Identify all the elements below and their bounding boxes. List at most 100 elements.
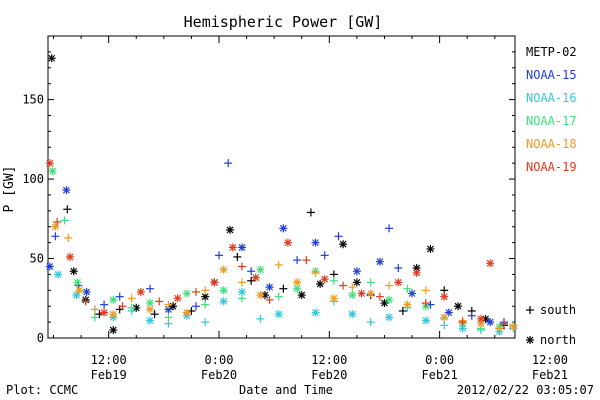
point-3-13 <box>274 292 283 301</box>
point-5-16 <box>302 256 311 265</box>
point-2-11 <box>256 314 265 323</box>
point-0-23 <box>352 278 361 287</box>
x-tick-label-1: 0:00 <box>205 353 234 367</box>
point-1-23 <box>394 264 403 273</box>
point-4-19 <box>385 281 394 290</box>
point-5-5 <box>118 302 127 311</box>
point-0-26 <box>398 306 407 315</box>
point-5-23 <box>421 299 430 308</box>
point-1-20 <box>352 267 361 276</box>
point-5-28 <box>499 319 508 328</box>
point-5-8 <box>173 294 182 303</box>
point-5-19 <box>357 289 366 298</box>
point-3-11 <box>237 294 246 303</box>
y-axis-label: P [GW] <box>2 166 17 213</box>
point-3-7 <box>164 313 173 322</box>
y-tick-label-1: 50 <box>30 252 44 266</box>
point-1-11 <box>224 159 233 168</box>
legend-item-3: NOAA-17 <box>526 114 577 128</box>
point-1-10 <box>214 251 223 260</box>
y-tick-label-0: 0 <box>37 331 44 345</box>
point-3-2 <box>73 278 82 287</box>
point-4-2 <box>75 286 84 295</box>
point-0-30 <box>454 302 463 311</box>
point-4-6 <box>146 305 155 314</box>
series-legend: METP-02 NOAA-15 NOAA-16 NOAA-17 NOAA-18 NOAA-… <box>526 45 577 174</box>
point-4-26 <box>509 322 518 331</box>
point-1-21 <box>375 257 384 266</box>
plot-frame <box>47 35 516 339</box>
point-1-4 <box>82 287 91 296</box>
x-tick-date-4: Feb21 <box>532 368 568 382</box>
point-5-15 <box>283 238 292 247</box>
point-5-9 <box>192 287 201 296</box>
point-0-2 <box>69 267 78 276</box>
point-5-6 <box>136 287 145 296</box>
point-4-10 <box>219 265 228 274</box>
point-5-3 <box>81 297 90 306</box>
point-0-28 <box>426 244 435 253</box>
symbol-legend: south north <box>526 303 576 347</box>
point-0-13 <box>226 225 235 234</box>
point-2-16 <box>348 310 357 319</box>
point-0-14 <box>233 252 242 261</box>
point-4-4 <box>109 310 118 319</box>
point-1-13 <box>247 267 256 276</box>
point-5-1 <box>53 217 62 226</box>
point-4-11 <box>237 278 246 287</box>
point-2-12 <box>274 310 283 319</box>
point-2-14 <box>311 308 320 317</box>
point-5-21 <box>394 278 403 287</box>
point-0-5 <box>109 326 118 335</box>
point-1-28 <box>486 318 495 327</box>
point-2-0 <box>54 270 63 279</box>
point-1-22 <box>385 224 394 233</box>
point-1-5 <box>100 300 109 309</box>
point-4-17 <box>348 283 357 292</box>
point-1-2 <box>62 186 71 195</box>
x-axis-label: Date and Time <box>239 383 333 397</box>
legend-item-0: METP-02 <box>526 45 577 59</box>
point-4-8 <box>182 308 191 317</box>
point-5-4 <box>100 308 109 317</box>
point-1-16 <box>293 256 302 265</box>
point-2-1 <box>72 291 81 300</box>
point-4-21 <box>421 286 430 295</box>
point-3-0 <box>48 167 57 176</box>
x-tick-date-3: Feb21 <box>422 368 458 382</box>
point-5-22 <box>412 268 421 277</box>
point-3-4 <box>109 295 118 304</box>
point-5-14 <box>265 295 274 304</box>
x-tick-label-3: 0:00 <box>425 353 454 367</box>
point-4-9 <box>201 286 210 295</box>
point-3-1 <box>60 216 69 225</box>
point-1-7 <box>146 284 155 293</box>
point-5-17 <box>320 275 329 284</box>
x-tick-date-1: Feb20 <box>201 368 237 382</box>
y-tick-label-2: 100 <box>22 172 44 186</box>
point-1-6 <box>115 292 124 301</box>
point-4-22 <box>440 313 449 322</box>
point-5-24 <box>440 292 449 301</box>
point-0-22 <box>339 240 348 249</box>
point-3-20 <box>403 284 412 293</box>
point-5-12 <box>237 262 246 271</box>
point-3-19 <box>385 295 394 304</box>
point-3-12 <box>256 265 265 274</box>
point-1-14 <box>265 283 274 292</box>
point-4-20 <box>403 300 412 309</box>
point-4-15 <box>311 268 320 277</box>
point-0-8 <box>150 310 159 319</box>
point-4-16 <box>329 294 338 303</box>
point-0-0 <box>47 54 56 63</box>
point-4-7 <box>164 300 173 309</box>
point-4-5 <box>127 294 136 303</box>
point-4-14 <box>293 278 302 287</box>
point-0-25 <box>380 299 389 308</box>
data-points <box>45 54 518 336</box>
point-5-27 <box>486 259 495 268</box>
point-3-3 <box>90 313 99 322</box>
point-1-15 <box>279 224 288 233</box>
x-axis: 12:00Feb190:00Feb2012:00Feb200:00Feb2112… <box>53 36 568 382</box>
